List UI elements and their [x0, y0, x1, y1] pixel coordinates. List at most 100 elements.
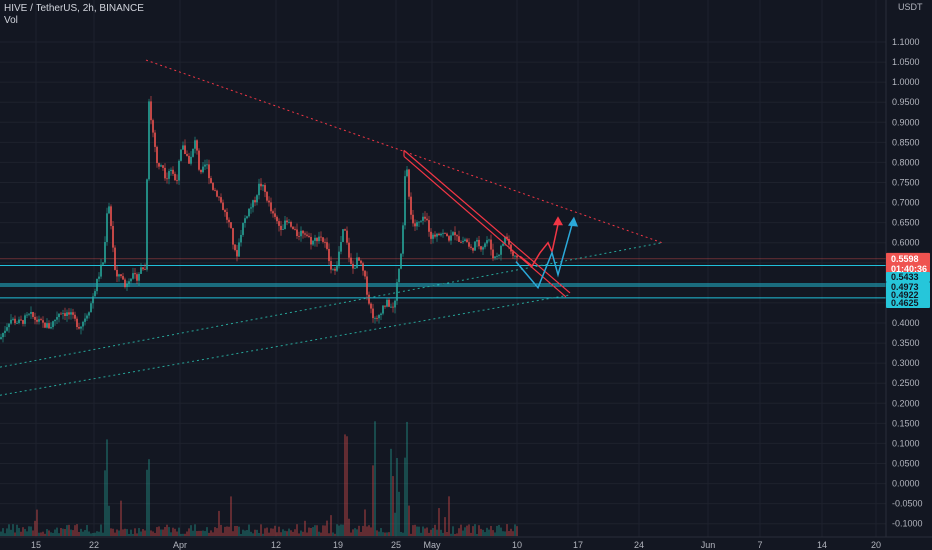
- volume-bar: [130, 529, 132, 536]
- candle-body: [156, 146, 158, 164]
- volume-bar: [144, 530, 146, 536]
- price-tick-label: 0.6000: [892, 238, 920, 248]
- volume-bar: [512, 531, 514, 536]
- volume-bar: [450, 533, 452, 536]
- candle-body: [54, 319, 56, 322]
- price-tick-label: 0.8000: [892, 157, 920, 167]
- volume-bar: [148, 459, 150, 536]
- volume-bar: [478, 525, 480, 536]
- price-tick-label: 0.2500: [892, 378, 920, 388]
- volume-bar: [444, 517, 446, 536]
- volume-bar: [224, 526, 226, 536]
- price-tick-label: -0.1000: [892, 519, 923, 529]
- candle-body: [480, 246, 482, 250]
- volume-bar: [274, 525, 276, 536]
- volume-indicator-label[interactable]: Vol: [4, 15, 18, 26]
- volume-bar: [408, 505, 410, 536]
- candle-body: [28, 313, 30, 315]
- volume-bar: [366, 526, 368, 536]
- candle-body: [338, 251, 340, 266]
- candle-body: [72, 312, 74, 315]
- candle-body: [508, 238, 510, 245]
- time-tick-label: Apr: [173, 540, 187, 550]
- volume-bar: [498, 524, 500, 536]
- candle-body: [128, 281, 130, 285]
- volume-bar: [294, 529, 296, 536]
- volume-bar: [54, 529, 56, 536]
- volume-bar: [114, 532, 116, 536]
- time-tick-label: 10: [512, 540, 522, 550]
- candle-body: [416, 222, 418, 227]
- candle-body: [182, 145, 184, 150]
- level-price-label: 0.4625: [891, 298, 919, 308]
- candle-body: [138, 273, 140, 281]
- candle-body: [484, 243, 486, 248]
- volume-bar: [292, 531, 294, 536]
- candle-body: [116, 269, 118, 277]
- candle-body: [308, 235, 310, 237]
- candle-body: [332, 268, 334, 270]
- candle-body: [394, 300, 396, 308]
- volume-bar: [276, 532, 278, 536]
- volume-bar: [374, 421, 376, 536]
- volume-bar: [230, 496, 232, 536]
- volume-bar: [302, 531, 304, 536]
- candle-body: [186, 154, 188, 156]
- volume-bar: [272, 528, 274, 536]
- candlesticks: [0, 96, 518, 343]
- candle-body: [400, 253, 402, 269]
- candle-body: [196, 140, 198, 151]
- candle-body: [282, 229, 284, 230]
- candle-body: [90, 303, 92, 313]
- volume-bar: [264, 528, 266, 536]
- candle-body: [388, 299, 390, 307]
- volume-bar: [58, 533, 60, 536]
- candle-body: [78, 327, 80, 329]
- volume-bar: [508, 530, 510, 536]
- candle-body: [298, 236, 300, 237]
- candle-body: [500, 245, 502, 255]
- candle-body: [50, 327, 52, 329]
- candle-body: [274, 213, 276, 217]
- candle-body: [198, 150, 200, 170]
- candle-body: [74, 314, 76, 319]
- candle-body: [346, 230, 348, 243]
- volume-bar: [412, 525, 414, 536]
- candle-body: [376, 317, 378, 319]
- volume-bar: [360, 531, 362, 536]
- candle-body: [318, 236, 320, 242]
- volume-bar: [426, 527, 428, 536]
- candle-body: [364, 270, 366, 277]
- volume-bar: [382, 532, 384, 536]
- volume-bar: [334, 533, 336, 536]
- candle-body: [272, 211, 274, 214]
- candle-body: [164, 167, 166, 179]
- volume-bar: [94, 532, 96, 536]
- volume-bar: [458, 528, 460, 536]
- volume-bar: [248, 524, 250, 536]
- candle-body: [132, 273, 134, 279]
- volume-bar: [68, 524, 70, 536]
- candle-body: [144, 269, 146, 271]
- volume-bar: [504, 531, 506, 536]
- candle-body: [210, 178, 212, 183]
- volume-bar: [146, 469, 148, 536]
- candle-body: [326, 242, 328, 249]
- arrow-head-blue: [568, 216, 578, 227]
- candle-body: [168, 171, 170, 179]
- volume-bar: [484, 532, 486, 536]
- candle-body: [108, 206, 110, 214]
- candle-body: [114, 247, 116, 270]
- volume-bar: [160, 529, 162, 536]
- candle-body: [2, 332, 4, 338]
- candle-body: [496, 255, 498, 257]
- volume-bar: [66, 525, 68, 536]
- candle-body: [472, 247, 474, 251]
- candle-body: [234, 244, 236, 251]
- candle-body: [240, 234, 242, 243]
- candle-body: [504, 236, 506, 244]
- price-tick-label: -0.0500: [892, 499, 923, 509]
- volume-bar: [106, 439, 108, 536]
- volume-bar: [344, 434, 346, 536]
